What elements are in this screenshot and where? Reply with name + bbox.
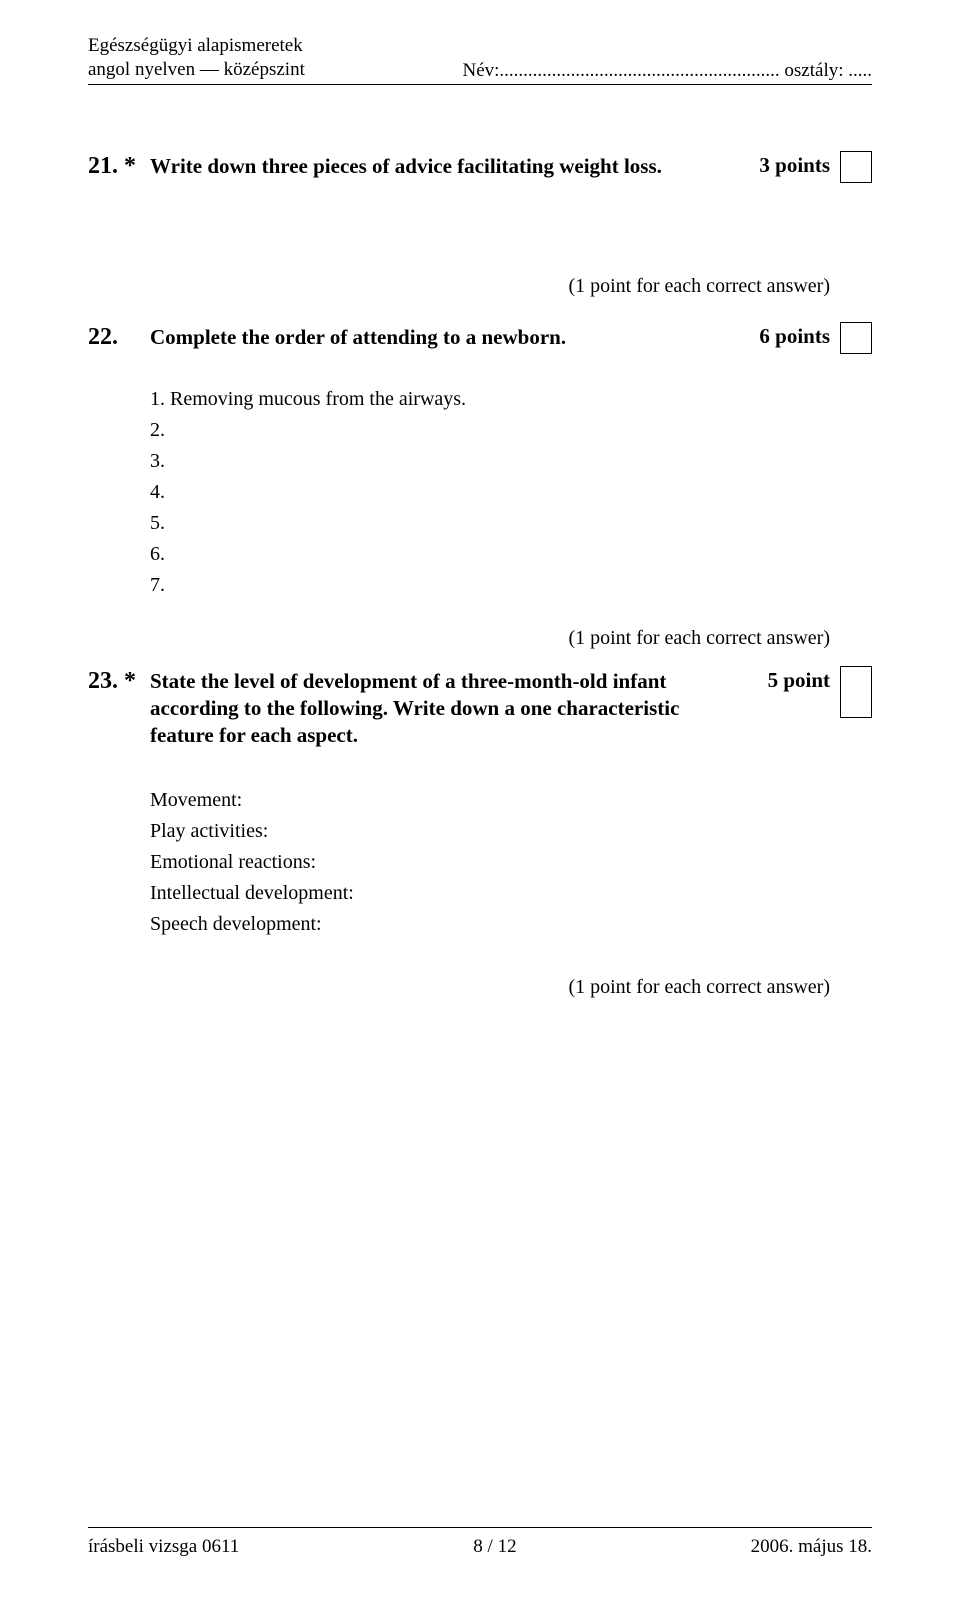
page-header: Egészségügyi alapismeretek angol nyelven… [88, 34, 872, 82]
footer-left: írásbeli vizsga 0611 [88, 1536, 239, 1558]
question-points: 3 points [737, 153, 840, 178]
scoring-note: (1 point for each correct answer) [88, 275, 872, 298]
question-22: 22. Complete the order of attending to a… [88, 324, 872, 354]
header-level: angol nyelven — középszint [88, 58, 305, 82]
question-number: 22. [88, 324, 150, 351]
question-23: 23. * State the level of development of … [88, 668, 872, 750]
question-text: Write down three pieces of advice facili… [150, 153, 737, 180]
q23-aspects: Movement: Play activities: Emotional rea… [150, 785, 872, 940]
question-number: 21. * [88, 153, 150, 180]
question-points: 6 points [737, 324, 840, 349]
list-item: 5. [150, 508, 872, 539]
question-points: 5 point [746, 668, 840, 693]
list-item: 3. [150, 446, 872, 477]
score-box [840, 666, 872, 718]
question-text: Complete the order of attending to a new… [150, 324, 737, 351]
list-item: 1. Removing mucous from the airways. [150, 384, 872, 415]
footer-rule [88, 1527, 872, 1528]
scoring-note: (1 point for each correct answer) [88, 627, 872, 650]
header-subject: Egészségügyi alapismeretek [88, 34, 305, 58]
list-item: 6. [150, 539, 872, 570]
footer-right: 2006. május 18. [751, 1536, 872, 1558]
aspect-item: Emotional reactions: [150, 847, 872, 878]
aspect-item: Movement: [150, 785, 872, 816]
scoring-note: (1 point for each correct answer) [88, 976, 872, 999]
page-footer: írásbeli vizsga 0611 8 / 12 2006. május … [88, 1527, 872, 1558]
aspect-item: Intellectual development: [150, 878, 872, 909]
list-item: 2. [150, 415, 872, 446]
score-box [840, 151, 872, 183]
list-item: 4. [150, 477, 872, 508]
score-box [840, 322, 872, 354]
footer-center: 8 / 12 [473, 1536, 516, 1558]
question-text: State the level of development of a thre… [150, 668, 746, 750]
header-rule [88, 84, 872, 85]
aspect-item: Speech development: [150, 909, 872, 940]
page: Egészségügyi alapismeretek angol nyelven… [0, 0, 960, 1600]
footer-row: írásbeli vizsga 0611 8 / 12 2006. május … [88, 1536, 872, 1558]
header-name-class: Név:....................................… [462, 60, 872, 82]
header-left: Egészségügyi alapismeretek angol nyelven… [88, 34, 305, 82]
aspect-item: Play activities: [150, 816, 872, 847]
question-21: 21. * Write down three pieces of advice … [88, 153, 872, 183]
question-number: 23. * [88, 668, 150, 695]
list-item: 7. [150, 570, 872, 601]
q22-answer-list: 1. Removing mucous from the airways. 2. … [150, 384, 872, 601]
